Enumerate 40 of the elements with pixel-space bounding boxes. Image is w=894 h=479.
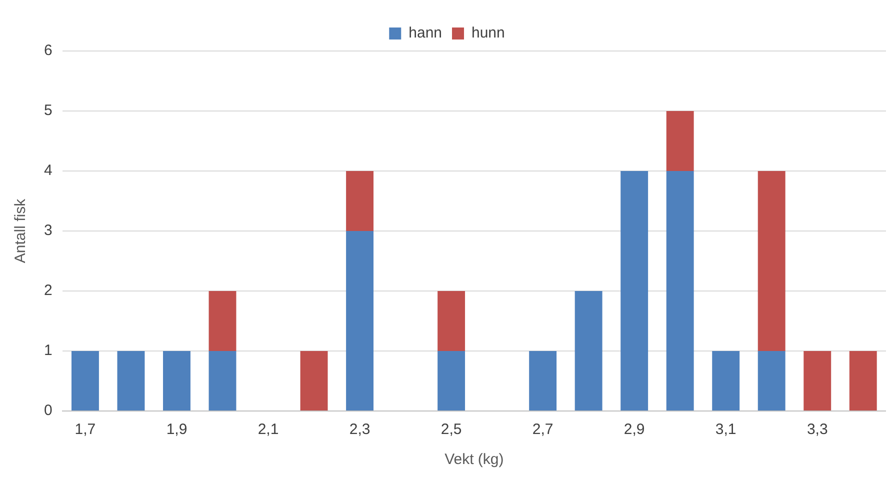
bar bbox=[529, 351, 557, 410]
bar bbox=[300, 351, 328, 410]
y-axis-title: Antall fisk bbox=[12, 198, 30, 264]
bar bbox=[346, 171, 374, 231]
bar bbox=[758, 351, 786, 410]
bar bbox=[666, 111, 694, 171]
x-tick-label: 1,9 bbox=[166, 421, 188, 438]
y-tick-label: 1 bbox=[44, 342, 52, 360]
x-tick-label: 2,9 bbox=[624, 421, 645, 438]
y-tick-label: 5 bbox=[44, 102, 52, 120]
x-tick-label: 3,3 bbox=[806, 421, 828, 438]
y-tick-label: 2 bbox=[44, 282, 52, 300]
bar bbox=[117, 351, 145, 410]
bar bbox=[849, 351, 877, 410]
bar bbox=[71, 351, 99, 410]
bar bbox=[574, 291, 602, 410]
bar bbox=[712, 351, 740, 410]
y-tick-label: 3 bbox=[44, 222, 52, 240]
x-tick-label: 3,1 bbox=[715, 421, 736, 438]
x-tick-label: 2,7 bbox=[532, 421, 554, 438]
bar bbox=[804, 351, 832, 410]
bar bbox=[758, 171, 786, 351]
bar bbox=[620, 171, 648, 410]
bar bbox=[163, 351, 190, 410]
bar bbox=[208, 351, 236, 410]
y-tick-label: 4 bbox=[44, 162, 52, 180]
y-tick-label: 6 bbox=[44, 42, 52, 60]
bar bbox=[438, 291, 466, 351]
bar bbox=[666, 171, 694, 410]
x-tick-label: 1,7 bbox=[74, 421, 96, 438]
x-axis-title: Vekt (kg) bbox=[444, 451, 504, 468]
x-tick-label: 2,5 bbox=[440, 421, 462, 438]
bar bbox=[208, 291, 236, 351]
bar bbox=[346, 231, 374, 410]
legend-label: hann bbox=[408, 24, 442, 42]
x-tick-label: 2,1 bbox=[258, 421, 279, 438]
y-tick-label: 0 bbox=[44, 402, 52, 420]
legend-label: hunn bbox=[472, 24, 505, 42]
x-tick-label: 2,3 bbox=[349, 421, 370, 438]
bar bbox=[438, 351, 466, 410]
